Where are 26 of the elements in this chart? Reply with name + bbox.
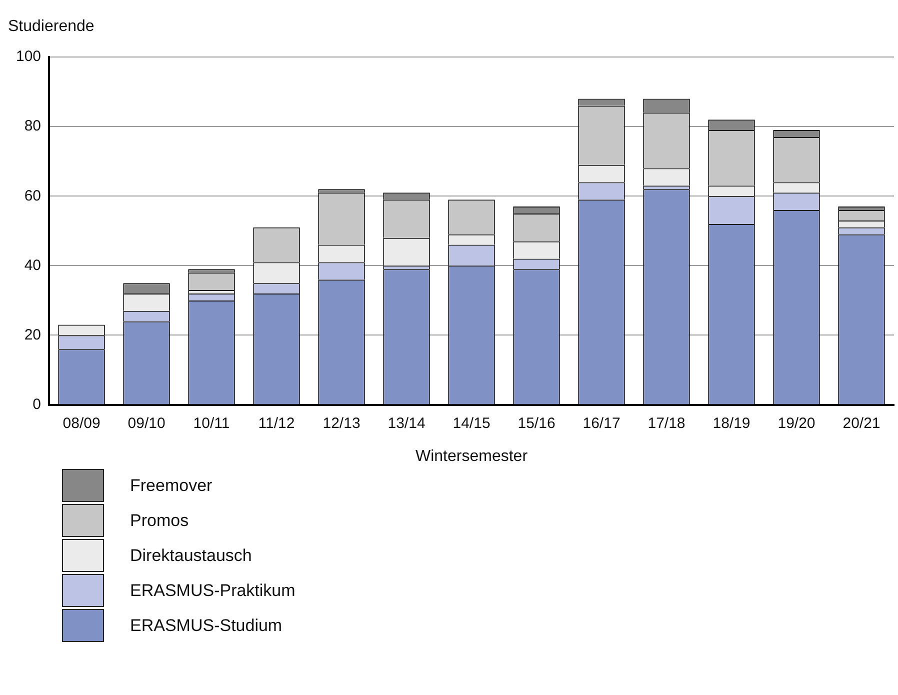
x-tick-label: 19/20 [778,414,816,432]
legend-label: ERASMUS-Studium [130,616,282,636]
y-tick-label: 20 [24,326,42,344]
legend-label: ERASMUS-Praktikum [130,580,296,600]
x-tick-label: 08/09 [62,414,100,432]
x-tick-label: 10/11 [193,414,230,432]
x-tick-label: 17/18 [648,414,686,432]
x-tick-label: 16/17 [582,414,620,432]
x-tick-label: 11/12 [258,414,295,432]
legend-label: Direktaustausch [130,546,252,566]
y-tick-label: 60 [24,187,42,204]
y-tick-label: 0 [32,396,42,413]
x-tick-label: 18/19 [712,414,750,432]
y-axis-title: Studierende [8,18,94,36]
x-tick-label: 13/14 [388,414,426,432]
x-axis-title: Wintersemester [416,448,528,465]
legend-label: Promos [130,510,189,530]
x-tick-label: 12/13 [322,414,360,432]
x-tick-label: 15/16 [518,414,556,432]
y-tick-label: 100 [16,48,42,66]
y-tick-label: 40 [24,256,42,274]
x-tick-label: 20/21 [842,414,880,432]
legend-label: Freemover [130,476,212,496]
y-tick-label: 80 [24,118,42,135]
x-tick-label: 09/10 [128,414,166,432]
x-tick-label: 14/15 [452,414,490,432]
